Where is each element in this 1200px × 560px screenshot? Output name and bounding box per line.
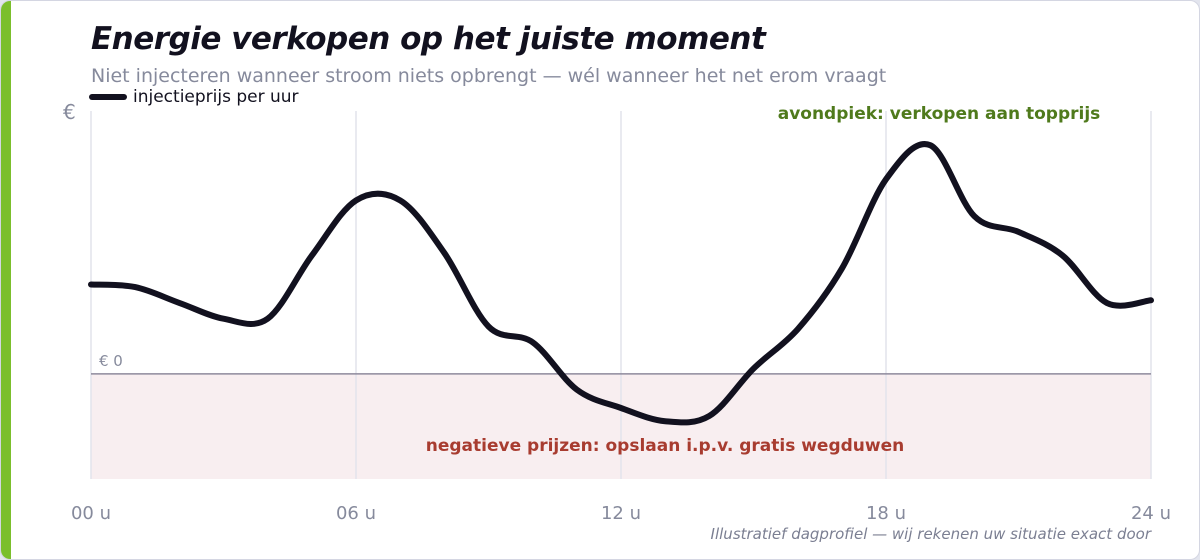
annotation-evening-peak: avondpiek: verkopen aan topprijs bbox=[778, 104, 1101, 124]
chart-subtitle: Niet injecteren wanneer stroom niets opb… bbox=[91, 65, 887, 87]
legend-line-swatch bbox=[89, 94, 127, 100]
x-tick-label: 06 u bbox=[336, 503, 376, 524]
zero-label: € 0 bbox=[99, 352, 123, 370]
y-axis-label: € bbox=[63, 100, 76, 124]
series-line-injectieprijs bbox=[88, 141, 1154, 426]
legend-label: injectieprijs per uur bbox=[133, 87, 299, 107]
x-tick-label: 18 u bbox=[866, 503, 906, 524]
x-tick-label: 00 u bbox=[71, 503, 111, 524]
legend: injectieprijs per uur bbox=[89, 87, 299, 107]
chart-title: Energie verkopen op het juiste moment bbox=[91, 21, 766, 57]
annotation-negative-prices: negatieve prijzen: opslaan i.p.v. gratis… bbox=[426, 436, 905, 456]
x-tick-label: 24 u bbox=[1131, 503, 1171, 524]
footnote: Illustratief dagprofiel — wij rekenen uw… bbox=[710, 525, 1151, 543]
x-tick-label: 12 u bbox=[601, 503, 641, 524]
accent-bar bbox=[1, 1, 11, 559]
